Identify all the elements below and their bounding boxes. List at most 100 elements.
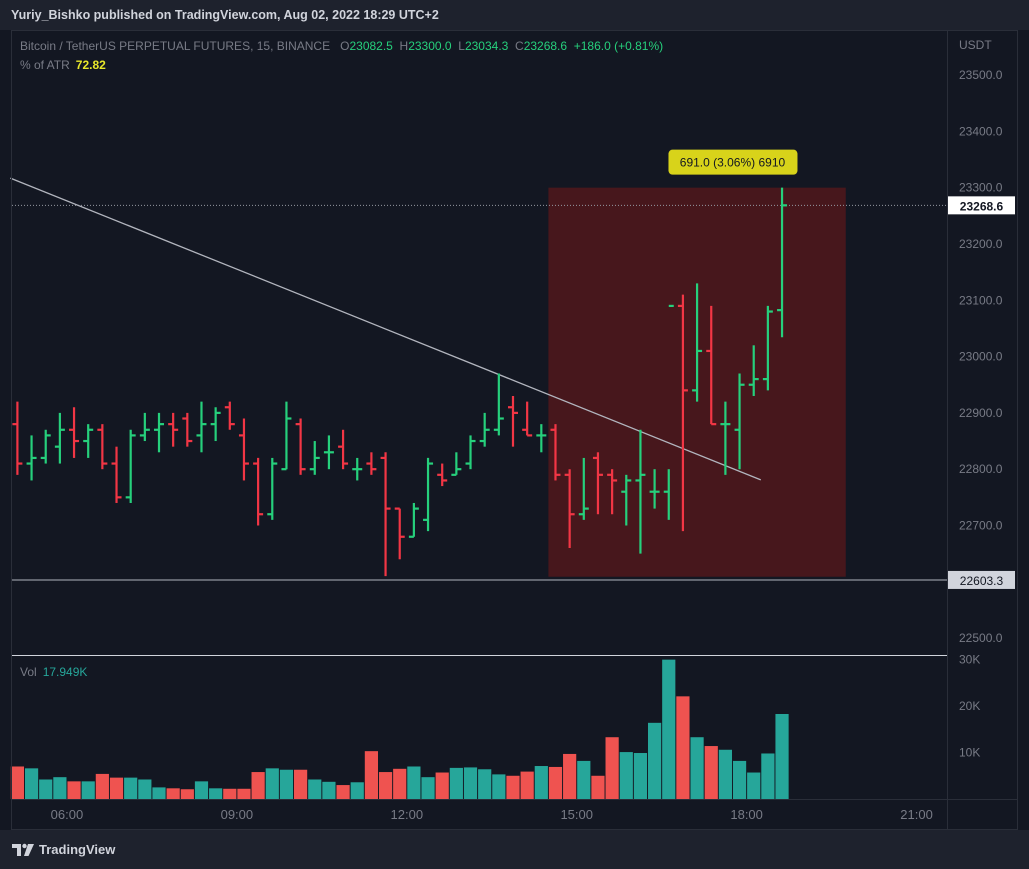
volume-bar bbox=[506, 775, 520, 799]
volume-bar bbox=[95, 773, 109, 799]
volume-bar bbox=[378, 772, 393, 799]
volume-value: 17.949K bbox=[42, 665, 88, 679]
ohlc-bar bbox=[139, 412, 150, 442]
volume-bar bbox=[648, 722, 662, 799]
volume-bar bbox=[53, 777, 67, 799]
high-label: H bbox=[399, 39, 409, 53]
price-tick-label: 23500.0 bbox=[959, 68, 1003, 82]
price-tick-label: 22500.0 bbox=[959, 631, 1003, 645]
ohlc-bar bbox=[295, 418, 306, 475]
volume-bar bbox=[633, 753, 648, 799]
ohlc-bar bbox=[777, 187, 788, 338]
volume-bar bbox=[209, 788, 223, 799]
ohlc-bar bbox=[720, 401, 731, 475]
volume-bar bbox=[718, 749, 732, 799]
price-tick-label: 23400.0 bbox=[959, 124, 1003, 138]
price-tick-label: 23000.0 bbox=[959, 350, 1003, 364]
symbol-legend: Bitcoin / TetherUS PERPETUAL FUTURES, 15… bbox=[20, 39, 663, 53]
atr-label: % of ATR bbox=[20, 58, 70, 72]
volume-bar bbox=[704, 746, 718, 799]
ohlc-bar bbox=[12, 401, 23, 475]
ohlc-bar bbox=[536, 424, 547, 453]
ohlc-bar bbox=[338, 429, 349, 470]
time-tick-label: 18:00 bbox=[730, 807, 763, 822]
price-tick-label: 22900.0 bbox=[959, 406, 1003, 420]
time-tick-label: 06:00 bbox=[51, 807, 84, 822]
measure-label-bg bbox=[668, 149, 798, 175]
ohlc-bar bbox=[309, 441, 320, 475]
volume-tick-label: 30K bbox=[959, 653, 980, 667]
volume-bar bbox=[662, 659, 676, 799]
ohlc-bar bbox=[479, 412, 490, 447]
open-value: 23082.5 bbox=[349, 39, 393, 53]
volume-bar bbox=[251, 772, 265, 799]
open-label: O bbox=[340, 39, 350, 53]
volume-bar bbox=[24, 768, 39, 799]
current-price-label-bg bbox=[948, 196, 1015, 215]
volume-bar bbox=[563, 753, 577, 799]
volume-bar bbox=[194, 781, 209, 799]
ohlc-bar bbox=[380, 452, 391, 577]
ohlc-bar bbox=[54, 412, 65, 464]
volume-label: Vol bbox=[20, 665, 37, 679]
ohlc-bar bbox=[224, 401, 235, 430]
volume-tick-label: 20K bbox=[959, 699, 980, 713]
volume-bar bbox=[152, 787, 166, 799]
volume-bar bbox=[747, 772, 761, 799]
volume-bar bbox=[67, 781, 81, 799]
ohlc-bar bbox=[550, 424, 561, 481]
volume-bar bbox=[308, 779, 322, 799]
ohlc-bar bbox=[522, 401, 533, 437]
price-tick-label: 23200.0 bbox=[959, 237, 1003, 251]
volume-bar bbox=[676, 696, 690, 799]
ohlc-bar bbox=[663, 304, 674, 520]
volume-bar bbox=[109, 777, 124, 799]
volume-bar bbox=[294, 769, 308, 799]
volume-bar bbox=[761, 753, 775, 799]
ohlc-bar bbox=[40, 429, 51, 464]
current-price-label: 23268.6 bbox=[960, 199, 1004, 213]
footer-bar bbox=[0, 830, 1029, 869]
volume-bar bbox=[364, 751, 378, 799]
ohlc-bar bbox=[692, 283, 703, 402]
volume-bar bbox=[322, 781, 336, 799]
ohlc-bar bbox=[465, 435, 476, 470]
tradingview-logo[interactable]: TradingView bbox=[12, 842, 115, 857]
price-tick-label: 23300.0 bbox=[959, 181, 1003, 195]
volume-bar bbox=[223, 788, 237, 799]
volume-bar bbox=[463, 767, 478, 799]
ohlc-bar bbox=[677, 294, 688, 532]
close-value: 23268.6 bbox=[523, 39, 568, 53]
time-tick-label: 12:00 bbox=[391, 807, 424, 822]
volume-bar bbox=[279, 769, 294, 799]
low-value: 23034.3 bbox=[464, 39, 509, 53]
volume-bar bbox=[336, 785, 350, 799]
volume-bar bbox=[180, 789, 194, 799]
support-price-label: 22603.3 bbox=[960, 574, 1004, 588]
ohlc-bar bbox=[168, 412, 179, 447]
volume-bar bbox=[619, 752, 633, 799]
volume-bar bbox=[548, 766, 563, 799]
ohlc-bar bbox=[154, 412, 164, 453]
measure-label: 691.0 (3.06%) 6910 bbox=[680, 156, 786, 170]
ohlc-bar bbox=[649, 469, 660, 509]
close-label: C bbox=[515, 39, 524, 53]
volume-bar bbox=[393, 768, 407, 799]
volume-tick-label: 10K bbox=[959, 746, 980, 760]
ohlc-bar bbox=[69, 407, 80, 458]
price-tick-label: 23100.0 bbox=[959, 293, 1003, 307]
ohlc-bar bbox=[111, 446, 122, 503]
volume-bar bbox=[478, 769, 492, 799]
volume-bar bbox=[237, 788, 251, 799]
ohlc-bar bbox=[26, 435, 37, 481]
volume-bar bbox=[81, 781, 95, 799]
volume-bar bbox=[605, 737, 619, 799]
time-tick-label: 15:00 bbox=[560, 807, 593, 822]
volume-bar bbox=[350, 782, 364, 799]
volume-bar bbox=[166, 788, 180, 799]
ohlc-bar bbox=[451, 452, 462, 476]
time-tick-label: 09:00 bbox=[221, 807, 254, 822]
ohlc-bar bbox=[564, 469, 575, 549]
volume-bar bbox=[577, 760, 591, 799]
